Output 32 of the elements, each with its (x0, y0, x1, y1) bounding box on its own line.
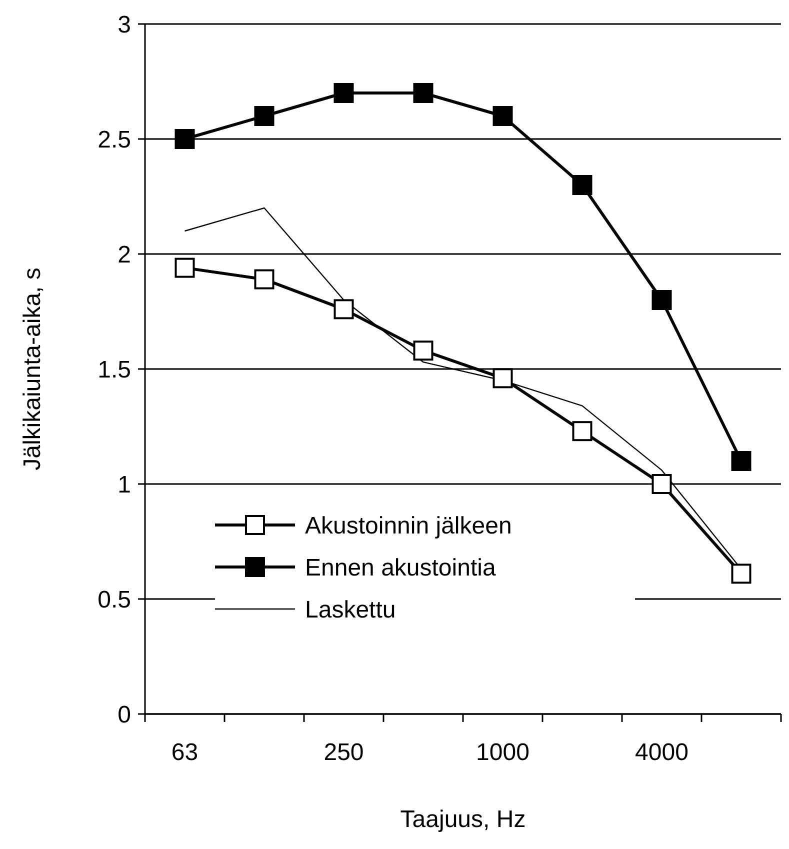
point (174, 258, 195, 278)
point (334, 299, 354, 320)
y-tick-label: 1 (118, 471, 131, 498)
x-axis-title: Taajuus, Hz (400, 806, 526, 833)
point (652, 290, 672, 310)
x-tick-label: 1000 (476, 739, 530, 766)
point (492, 368, 513, 388)
point (652, 474, 672, 494)
point (492, 106, 513, 126)
x-tick-label: 250 (324, 739, 364, 766)
y-tick-label: 0 (118, 701, 131, 728)
point (254, 106, 274, 126)
point (413, 83, 434, 103)
y-tick-label: 2.5 (98, 126, 131, 154)
point (572, 175, 592, 195)
legend-label: Laskettu (305, 596, 396, 624)
legend-label: Ennen akustointia (305, 554, 496, 582)
point (731, 451, 752, 471)
y-tick-label: 1.5 (98, 356, 131, 384)
y-tick-label: 3 (118, 11, 131, 38)
y-tick-label: 2 (118, 241, 131, 268)
x-tick-label: 63 (171, 739, 198, 766)
legend-label: Akustoinnin jälkeen (305, 512, 512, 540)
x-tick-label: 4000 (635, 739, 688, 766)
point (174, 129, 195, 149)
point (334, 83, 354, 103)
point (413, 340, 434, 361)
point (731, 564, 752, 584)
point (572, 421, 592, 442)
point (254, 269, 274, 290)
y-tick-label: 0.5 (98, 586, 131, 614)
y-axis-title: Jälkikaiunta-aika, s (19, 268, 46, 470)
